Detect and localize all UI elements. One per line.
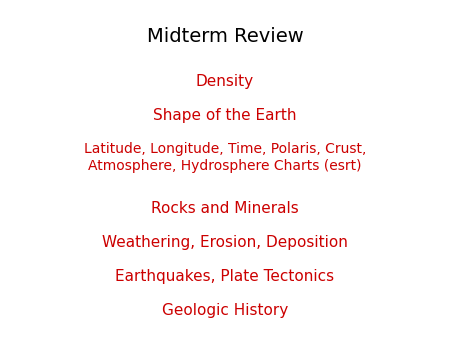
Text: Weathering, Erosion, Deposition: Weathering, Erosion, Deposition <box>102 235 348 250</box>
Text: Density: Density <box>196 74 254 89</box>
Text: Midterm Review: Midterm Review <box>147 27 303 46</box>
Text: Earthquakes, Plate Tectonics: Earthquakes, Plate Tectonics <box>116 269 334 284</box>
Text: Rocks and Minerals: Rocks and Minerals <box>151 201 299 216</box>
Text: Geologic History: Geologic History <box>162 303 288 317</box>
Text: Shape of the Earth: Shape of the Earth <box>153 108 297 123</box>
Text: Latitude, Longitude, Time, Polaris, Crust,
Atmosphere, Hydrosphere Charts (esrt): Latitude, Longitude, Time, Polaris, Crus… <box>84 142 366 173</box>
